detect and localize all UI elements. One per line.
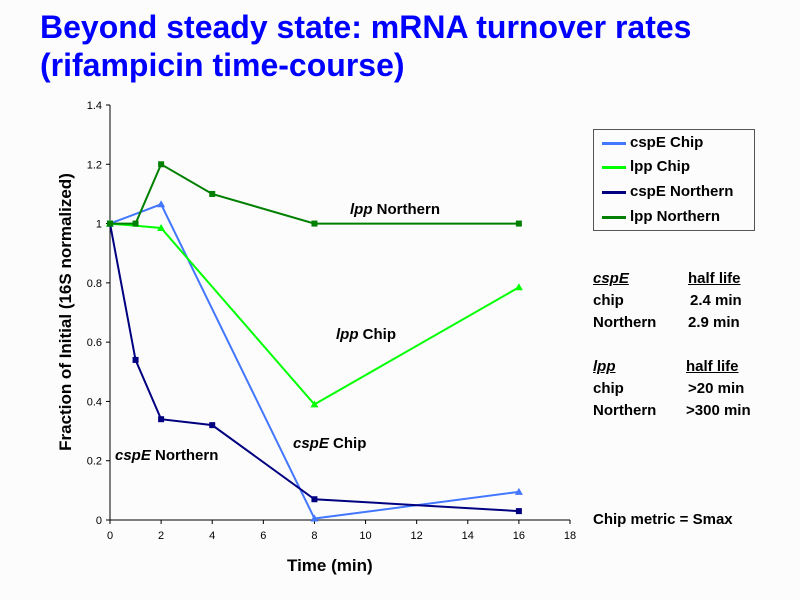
chip-metric-note: Chip metric = Smax [593,511,733,528]
y-tick-label: 0.4 [87,396,102,408]
x-tick-label: 2 [158,530,164,542]
y-tick-label: 1.2 [87,159,102,171]
row-value: 2.4 min [690,292,742,309]
title-line-1: Beyond steady state: mRNA turnover rates [40,9,692,45]
x-tick-label: 4 [209,530,215,542]
x-axis-label: Time (min) [287,556,373,575]
series-line [109,222,520,406]
x-tick-label: 10 [359,530,371,542]
y-tick-label: 0.6 [87,337,102,349]
annotation-text: Chip [362,326,396,343]
data-point [209,190,216,197]
data-point [310,400,319,408]
series-line [110,162,519,225]
annotation-cspe-chip: cspE Chip [293,435,366,452]
legend-label: cspE Northern [630,183,734,200]
row-value: >300 min [686,402,751,419]
legend-label: lpp Chip [630,158,690,175]
legend-item: cspE Chip [602,134,703,151]
x-tick-label: 8 [311,530,317,542]
row-label: chip [593,292,624,309]
series-line [109,223,519,513]
row-value: >20 min [688,380,745,397]
legend-item: lpp Chip [602,158,690,175]
annotation-text: Chip [333,435,367,452]
legend-item: cspE Northern [602,183,733,200]
data-point [514,283,523,291]
annotation-gene: lpp [350,201,373,218]
annotation-lpp-chip: lpp Chip [336,326,396,343]
legend-item: lpp Northern [602,208,720,225]
series-line [109,203,520,520]
y-tick-label: 1 [96,219,102,231]
x-tick-label: 12 [411,530,423,542]
y-axis-label: Fraction of Initial (16S normalized) [56,173,75,451]
annotation-gene: lpp [336,326,359,343]
legend-label: lpp Northern [630,208,720,225]
row-label: Northern [593,402,657,419]
slide-title: Beyond steady state: mRNA turnover rates… [40,8,691,84]
annotation-gene: cspE [293,435,329,452]
legend-swatch [602,215,626,219]
data-point [157,224,166,232]
x-tick-label: 0 [107,530,113,542]
x-tick-label: 16 [513,530,525,542]
data-point [209,422,216,429]
annotation-text: Northern [155,447,219,464]
legend-swatch [602,141,626,145]
data-point [132,356,139,363]
chart-legend: cspE Chip lpp Chip cspE Northern lpp Nor… [593,129,755,231]
annotation-text: Northern [376,201,441,218]
y-tick-label: 0.2 [87,456,102,468]
y-tick-label: 0 [96,515,102,527]
data-point [515,508,522,515]
data-point [311,496,318,503]
data-point [311,220,318,227]
data-point [310,514,319,522]
legend-label: cspE Chip [630,134,704,151]
gene-name: lpp [593,358,616,375]
data-point [132,220,139,227]
data-point [157,200,166,208]
legend-swatch [602,165,626,169]
y-tick-label: 0.8 [87,278,102,290]
annotation-gene: cspE [115,447,151,464]
data-point [158,161,165,168]
row-label: chip [593,380,624,397]
row-label: Northern [593,314,657,331]
y-tick-label: 1.4 [87,100,102,112]
column-header: half life [688,270,741,287]
data-point [158,416,165,423]
legend-swatch [602,190,626,194]
x-tick-label: 18 [564,530,576,542]
column-header: half life [686,358,739,375]
annotation-lpp-northern: lpp Northern [350,201,440,218]
gene-name: cspE [593,270,629,287]
title-line-2: (rifampicin time-course) [40,47,405,83]
x-tick-label: 6 [260,530,266,542]
x-tick-label: 14 [462,530,474,542]
data-point [515,220,522,227]
data-point [107,220,113,227]
row-value: 2.9 min [688,314,740,331]
data-point [514,487,523,495]
annotation-cspe-northern: cspE Northern [115,447,218,464]
